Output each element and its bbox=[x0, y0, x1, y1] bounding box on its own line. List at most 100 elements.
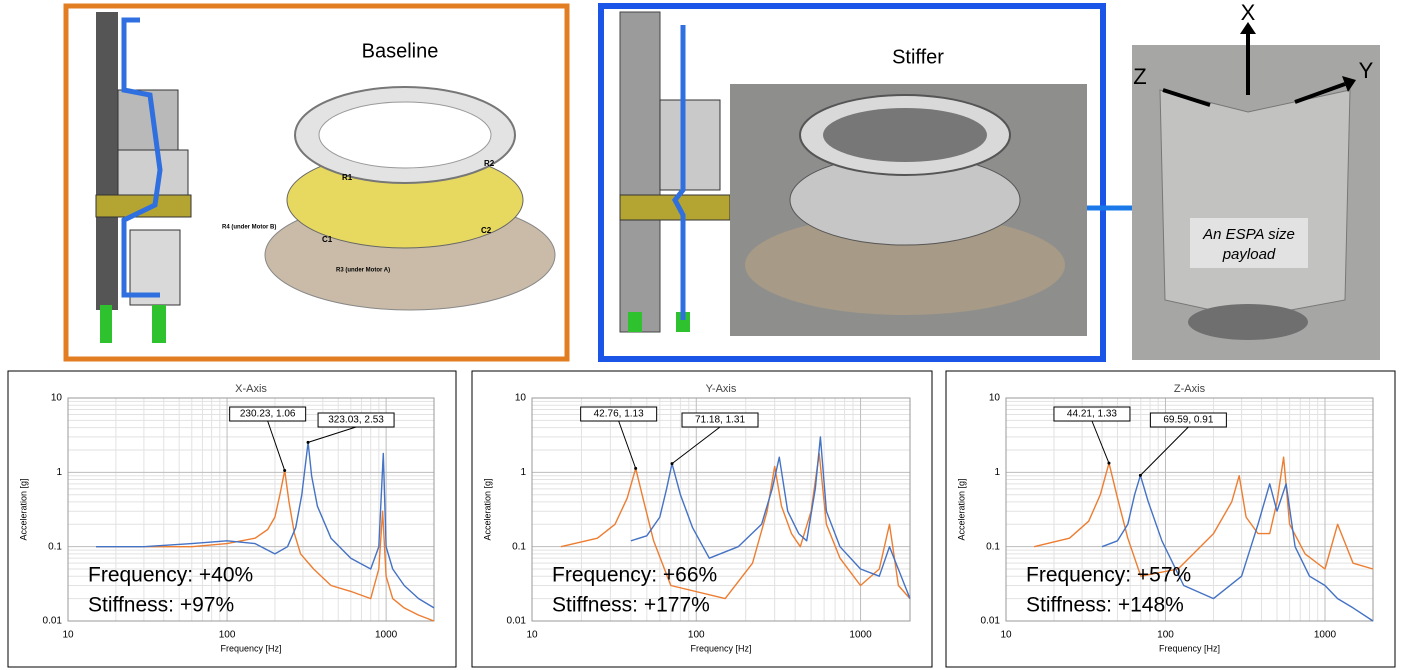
cross-section bbox=[95, 194, 192, 218]
chart-title: Y-Axis bbox=[706, 383, 737, 395]
leader-line bbox=[1140, 426, 1189, 476]
y-tick-label: 0.01 bbox=[507, 616, 527, 627]
x-axis-label: Frequency [Hz] bbox=[220, 643, 281, 653]
panel-title: Baseline bbox=[362, 40, 439, 62]
plot-frame bbox=[1005, 397, 1374, 622]
series-line bbox=[630, 436, 911, 599]
panel-title: Stiffer bbox=[892, 46, 944, 68]
annotation-text: Stiffness: +177% bbox=[552, 594, 710, 617]
y-tick-label: 0.01 bbox=[43, 616, 63, 627]
y-tick-label: 0.1 bbox=[512, 541, 526, 552]
leader-line bbox=[618, 420, 637, 469]
leader-line bbox=[267, 420, 286, 471]
load-path-arrow bbox=[672, 25, 686, 320]
ring-inner bbox=[823, 108, 987, 162]
annotation-label: 42.76, 1.13 bbox=[594, 409, 644, 420]
cad-label: R4 (under Motor B) bbox=[222, 225, 276, 231]
peak-marker bbox=[670, 462, 674, 466]
y-tick-label: 1 bbox=[520, 467, 526, 478]
cad-label: R1 bbox=[342, 173, 353, 182]
baseline-panel: Baseline R1 R2 R4 (under Motor B) C1 C2 … bbox=[63, 3, 570, 362]
chart-title: Z-Axis bbox=[1174, 383, 1206, 395]
bolt bbox=[628, 312, 642, 332]
y-tick-label: 10 bbox=[989, 393, 1001, 404]
annotation-box bbox=[580, 406, 658, 422]
series-line bbox=[96, 441, 435, 609]
caption-box bbox=[1190, 218, 1308, 268]
annotation-text: Frequency: +57% bbox=[1026, 564, 1191, 587]
annotation-box bbox=[1053, 406, 1131, 422]
y-tick-label: 0.1 bbox=[48, 541, 62, 552]
leader-line bbox=[307, 426, 357, 443]
series-line bbox=[1101, 474, 1374, 622]
axis-arrow bbox=[1162, 88, 1211, 107]
y-tick-label: 1 bbox=[994, 467, 1000, 478]
payload-photo: An ESPA size payload X Y Z bbox=[1132, 0, 1380, 360]
annotation-box bbox=[229, 406, 307, 422]
ring-inner bbox=[318, 101, 492, 169]
annotation-box bbox=[681, 412, 759, 428]
x-tick-label: 100 bbox=[1157, 630, 1174, 641]
x-tick-label: 1000 bbox=[1314, 630, 1337, 641]
chart-title: X-Axis bbox=[235, 383, 267, 395]
x-axis-label: Frequency [Hz] bbox=[690, 643, 751, 653]
arrow-head bbox=[1240, 22, 1256, 34]
x-tick-label: 100 bbox=[219, 630, 236, 641]
leader-line bbox=[1091, 420, 1110, 464]
y-tick-label: 0.01 bbox=[981, 616, 1001, 627]
x-tick-label: 1000 bbox=[375, 630, 398, 641]
ring bbox=[1188, 304, 1308, 340]
cross-section bbox=[117, 149, 189, 196]
axis-name: Z bbox=[1133, 64, 1146, 89]
cad-label: R3 (under Motor A) bbox=[336, 268, 390, 274]
y-axis-label: Acceleration [g] bbox=[18, 478, 28, 540]
payload-box bbox=[1159, 89, 1351, 319]
axis-name: Y bbox=[1359, 58, 1374, 83]
leader-line bbox=[671, 426, 721, 465]
x-axis-label: Frequency [Hz] bbox=[1159, 643, 1220, 653]
peak-marker bbox=[1138, 473, 1142, 477]
annotation-label: 44.21, 1.33 bbox=[1067, 409, 1117, 420]
peak-marker bbox=[634, 466, 638, 470]
ring-base bbox=[745, 215, 1065, 315]
annotation-box bbox=[317, 412, 395, 428]
annotation-label: 71.18, 1.31 bbox=[695, 415, 745, 426]
bolt bbox=[676, 312, 690, 332]
y-tick-label: 10 bbox=[515, 393, 527, 404]
cad-label: C1 bbox=[322, 235, 333, 244]
cad-label: R2 bbox=[484, 159, 495, 168]
y-axis-label: Acceleration [g] bbox=[956, 478, 966, 540]
series-line bbox=[560, 452, 911, 600]
bolt bbox=[152, 305, 166, 343]
y-axis-label: Acceleration [g] bbox=[482, 478, 492, 540]
annotation-text: Frequency: +40% bbox=[88, 564, 253, 587]
peak-marker bbox=[283, 468, 287, 472]
peak-marker bbox=[1107, 461, 1111, 465]
x-tick-label: 1000 bbox=[849, 630, 872, 641]
annotation-text: Frequency: +66% bbox=[552, 564, 717, 587]
series-line bbox=[1033, 456, 1374, 577]
caption: An ESPA size bbox=[1202, 226, 1295, 243]
y-tick-label: 0.1 bbox=[986, 541, 1000, 552]
axis-arrow bbox=[1294, 82, 1346, 104]
cross-section bbox=[96, 12, 118, 310]
cross-section bbox=[619, 11, 661, 333]
axis-name: X bbox=[1241, 0, 1256, 25]
annotation-label: 323.03, 2.53 bbox=[328, 415, 384, 426]
x-tick-label: 10 bbox=[526, 630, 538, 641]
peak-marker bbox=[306, 440, 310, 444]
cross-section bbox=[117, 89, 179, 151]
load-path-arrow bbox=[121, 17, 163, 298]
x-tick-label: 10 bbox=[62, 630, 74, 641]
x-tick-label: 10 bbox=[1000, 630, 1012, 641]
plot-frame bbox=[67, 397, 435, 622]
series-line bbox=[96, 469, 435, 622]
annotation-label: 230.23, 1.06 bbox=[240, 409, 296, 420]
cross-section bbox=[659, 99, 721, 191]
cad-label: C2 bbox=[481, 226, 492, 235]
annotation-label: 69.59, 0.91 bbox=[1163, 415, 1213, 426]
plot-frame bbox=[531, 397, 911, 622]
y-tick-label: 1 bbox=[56, 467, 62, 478]
arrow-head bbox=[1342, 76, 1356, 92]
